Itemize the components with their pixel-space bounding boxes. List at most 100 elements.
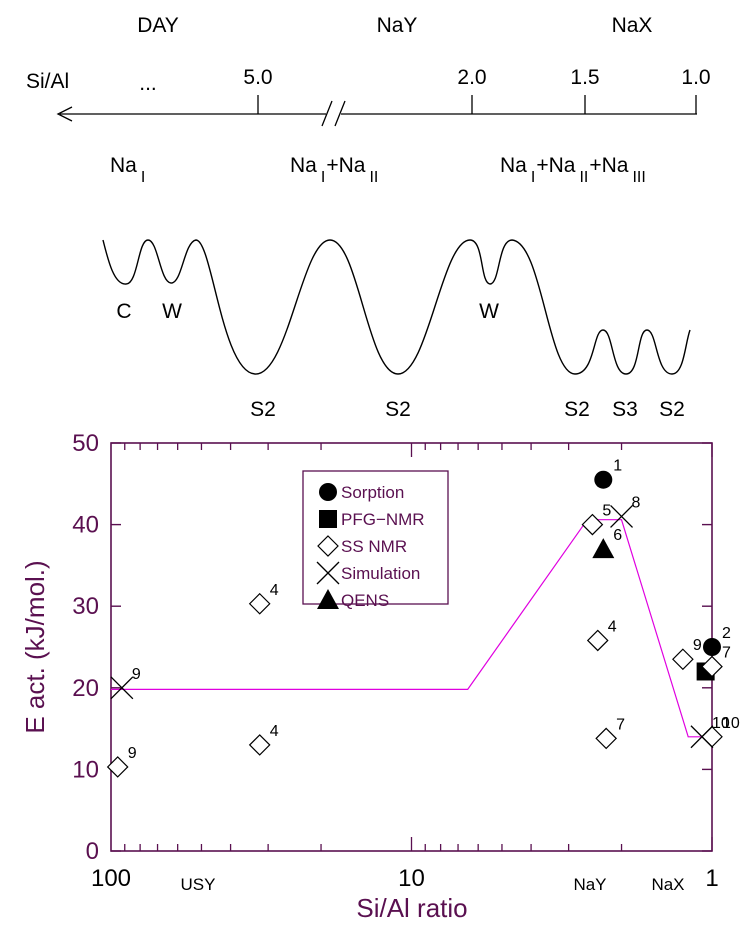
marker-shape — [106, 756, 129, 778]
legend-marker — [316, 561, 340, 585]
point-reference-label: 9 — [693, 637, 702, 654]
marker-shape — [586, 629, 609, 652]
marker-shape — [592, 538, 615, 559]
legend-label: SS NMR — [341, 537, 407, 556]
si-al-arrow-head — [56, 106, 73, 122]
zeolite-label-nay: NaY — [377, 14, 418, 37]
data-point — [595, 727, 618, 750]
data-point — [594, 470, 613, 489]
point-reference-label: 4 — [270, 723, 279, 740]
point-reference-label: 1 — [613, 458, 622, 475]
point-reference-label: 7 — [722, 645, 731, 662]
si-al-tick-label: 1.5 — [570, 66, 599, 89]
x-tick-label: 1 — [705, 865, 718, 892]
legend-label: PFG−NMR — [341, 510, 425, 529]
legend-label: QENS — [341, 591, 389, 610]
marker-shape — [703, 638, 721, 656]
marker-shape — [316, 561, 340, 585]
data-point — [581, 513, 604, 536]
marker-shape — [581, 513, 604, 536]
marker-shape — [248, 592, 271, 615]
trend-line — [111, 519, 712, 738]
site-label: C — [116, 300, 131, 323]
point-reference-label: 6 — [613, 527, 622, 544]
point-reference-label: 7 — [616, 716, 625, 733]
point-reference-label: 8 — [632, 494, 641, 511]
x-tick-labels: 100 10 1 — [91, 865, 719, 892]
y-tick-label: 40 — [72, 512, 99, 539]
site-label: S2 — [385, 398, 411, 421]
si-al-scale-label: Si/Al — [26, 70, 69, 93]
point-reference-label: 9 — [128, 745, 137, 762]
legend-label: Sorption — [341, 483, 404, 502]
y-tick-label: 30 — [72, 593, 99, 620]
marker-shape — [110, 676, 134, 700]
marker-shape — [595, 727, 618, 750]
site-label: W — [479, 300, 499, 323]
y-tick-label: 50 — [72, 430, 99, 457]
x-annotation: USY — [181, 875, 216, 894]
point-reference-label: 2 — [722, 625, 731, 642]
data-point — [106, 756, 129, 778]
data-point — [690, 725, 714, 749]
data-point — [248, 734, 271, 756]
axis-break-mark-2 — [334, 100, 346, 127]
site-label: W — [162, 300, 182, 323]
site-label: S3 — [612, 398, 638, 421]
point-reference-label: 10 — [722, 715, 740, 732]
marker-shape — [319, 483, 337, 501]
si-al-scale: Si/Al ... 5.0 2.0 1.5 1.0 — [26, 66, 711, 127]
marker-shape — [690, 725, 714, 749]
data-point — [701, 655, 723, 678]
legend: Sorption PFG−NMR SS NMR Simulation QENS — [302, 470, 449, 610]
energy-profile: C W W S2 S2 S2 S3 S2 — [102, 239, 691, 421]
marker-shape — [701, 655, 723, 678]
axis-break-mark-1 — [321, 100, 333, 127]
point-reference-label: 4 — [608, 618, 617, 635]
site-label: S2 — [659, 398, 685, 421]
y-tick-label: 20 — [72, 675, 99, 702]
si-al-tick-label: 1.0 — [681, 66, 710, 89]
x-tick-label: 10 — [398, 865, 425, 892]
marker-shape — [317, 589, 339, 609]
legend-label: Simulation — [341, 564, 420, 583]
marker-shape — [594, 470, 613, 489]
data-point — [248, 592, 271, 615]
energy-profile-curve — [102, 239, 691, 375]
data-point — [592, 538, 615, 559]
legend-marker — [317, 589, 339, 609]
marker-shape — [248, 734, 271, 756]
y-axis-title: E act. (kJ/mol.) — [20, 560, 50, 733]
cation-group-3: NaI+NaII+NaIII — [500, 154, 646, 186]
legend-items: Sorption PFG−NMR SS NMR Simulation QENS — [316, 483, 425, 610]
marker-shape — [317, 535, 339, 557]
x-annotation: NaX — [651, 875, 684, 894]
x-axis-title: Si/Al ratio — [356, 893, 467, 923]
x-annotations: USY NaY NaX — [181, 875, 685, 894]
legend-marker — [319, 483, 337, 501]
marker-shape — [672, 648, 694, 671]
si-al-tick-label: 5.0 — [243, 66, 272, 89]
x-annotation: NaY — [573, 875, 606, 894]
cation-group-1: NaI — [110, 154, 145, 186]
y-tick-labels: 0 10 20 30 40 50 — [72, 430, 99, 865]
data-point — [610, 504, 634, 528]
zeolite-header: DAY NaY NaX — [137, 14, 652, 37]
data-point — [586, 629, 609, 652]
point-reference-label: 5 — [602, 503, 611, 520]
point-reference-label: 10 — [712, 715, 730, 732]
zeolite-label-day: DAY — [137, 14, 179, 37]
site-label: S2 — [250, 398, 276, 421]
marker-shape — [610, 504, 634, 528]
si-al-ellipsis: ... — [139, 72, 157, 95]
cation-sites: NaI NaI+NaII NaI+NaII+NaIII — [110, 154, 646, 186]
data-point — [110, 676, 134, 700]
zeolite-label-nax: NaX — [612, 14, 653, 37]
point-reference-label: 9 — [132, 666, 141, 683]
si-al-tick-label: 2.0 — [457, 66, 486, 89]
data-point — [672, 648, 694, 671]
y-tick-label: 10 — [72, 756, 99, 783]
legend-marker — [317, 535, 339, 557]
x-tick-label: 100 — [91, 865, 131, 892]
